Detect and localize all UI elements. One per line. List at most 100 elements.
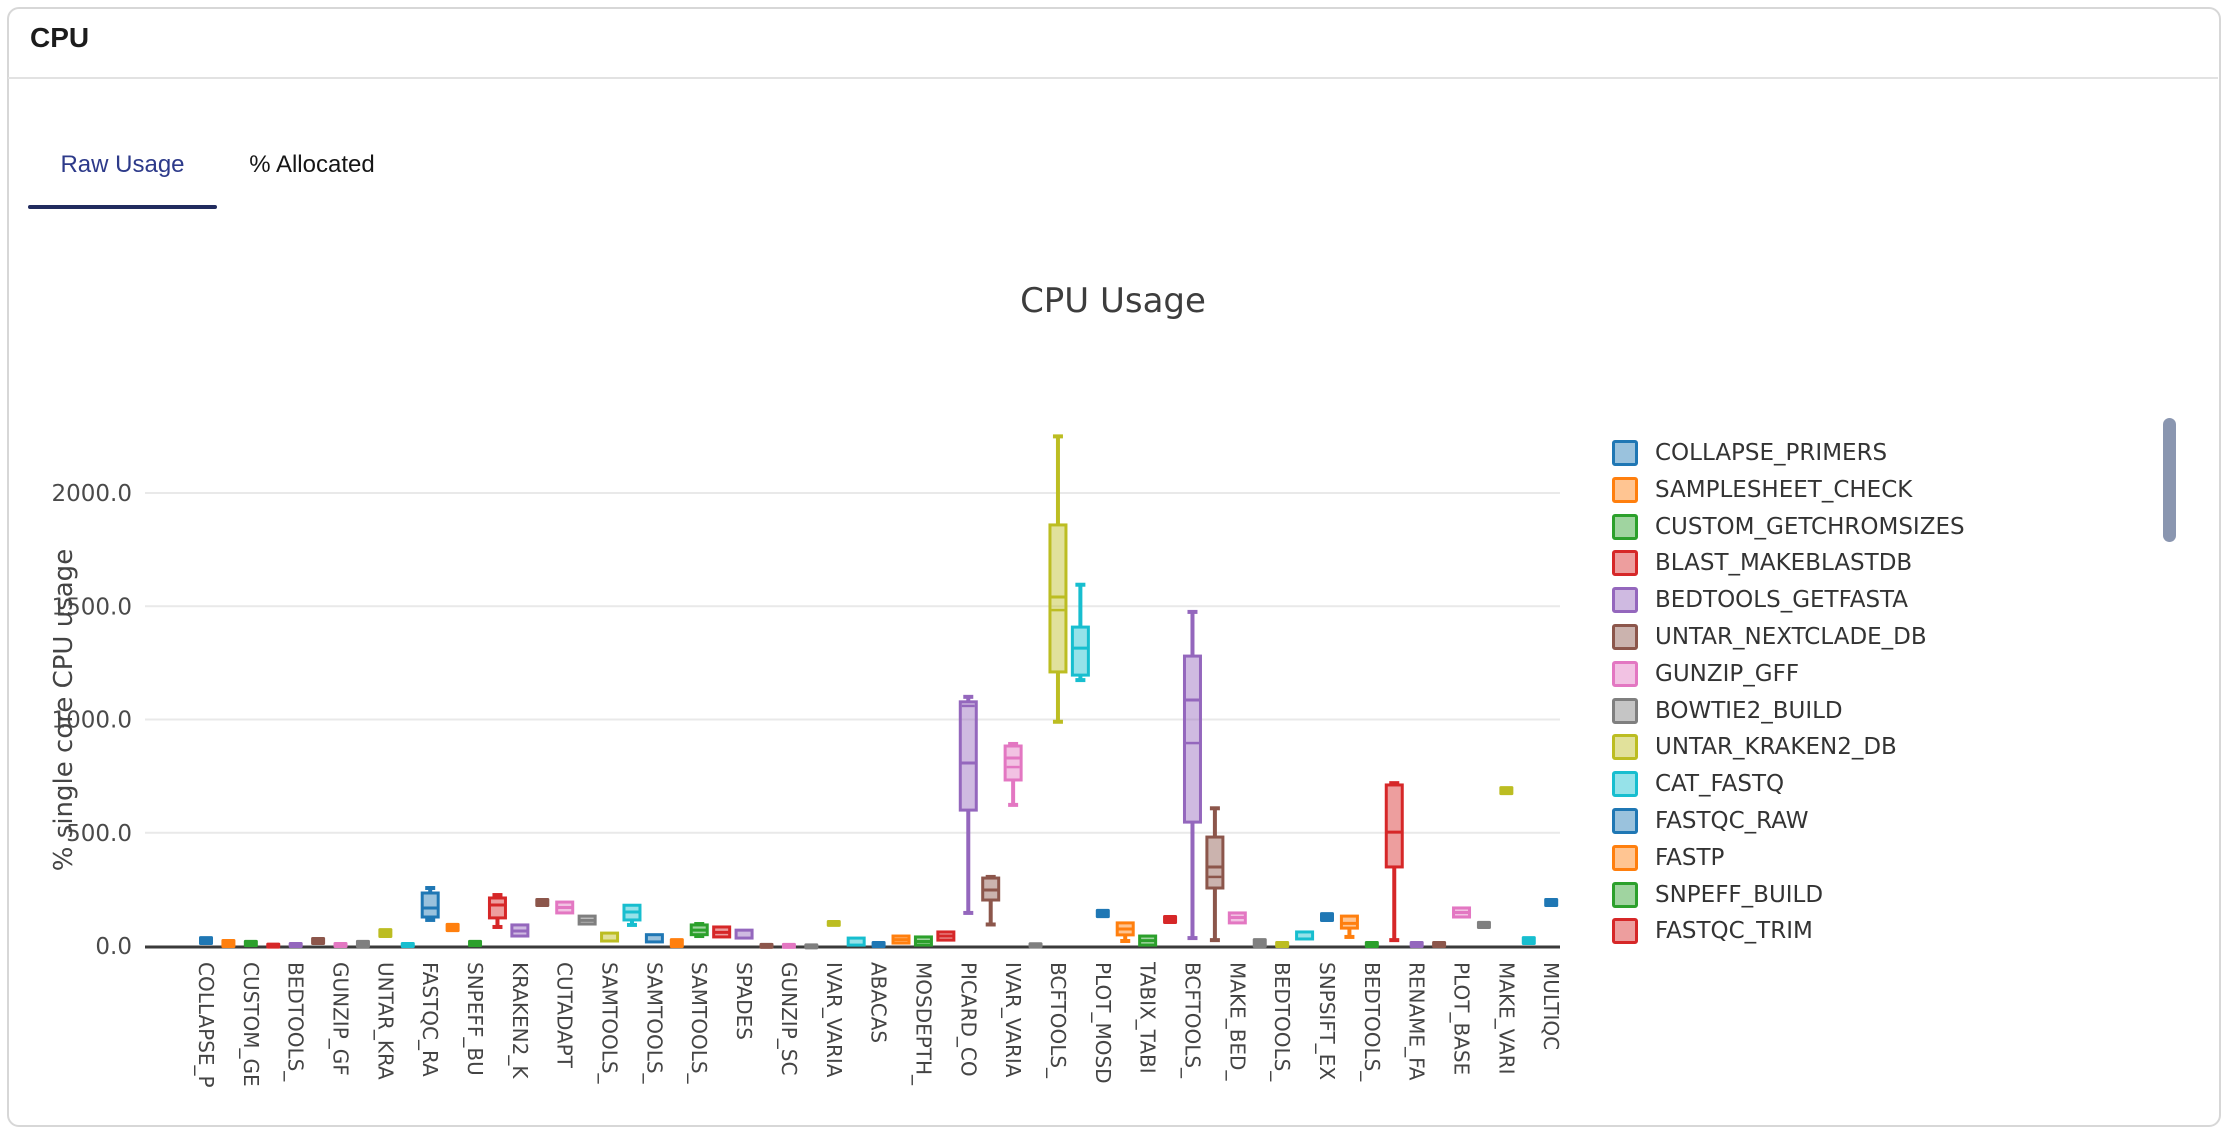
box-red bbox=[1384, 781, 1404, 943]
tab-raw-usage[interactable]: Raw Usage bbox=[60, 151, 185, 178]
box-orange bbox=[669, 938, 684, 948]
legend-label: FASTQC_RAW bbox=[1655, 807, 1809, 834]
x-tick-label: COLLAPSE_P bbox=[194, 962, 218, 1088]
legend: COLLAPSE_PRIMERS SAMPLESHEET_CHECK CUSTOM_… bbox=[1612, 440, 1965, 955]
legend-label: UNTAR_NEXTCLADE_DB bbox=[1655, 623, 1927, 650]
legend-swatch bbox=[1612, 513, 1638, 540]
legend-item[interactable]: GUNZIP_GFF bbox=[1612, 660, 1965, 687]
x-tick-label: PLOT_BASE bbox=[1450, 962, 1474, 1075]
legend-item[interactable]: SNPEFF_BUILD bbox=[1612, 881, 1965, 908]
legend-label: SAMPLESHEET_CHECK bbox=[1655, 476, 1913, 503]
box-blue bbox=[644, 933, 664, 944]
box-blue bbox=[199, 936, 213, 946]
legend-swatch bbox=[1612, 697, 1638, 724]
box-pink bbox=[555, 900, 575, 915]
box-blue bbox=[1544, 898, 1559, 908]
box-purple bbox=[510, 923, 530, 938]
box-purple bbox=[288, 941, 303, 948]
x-tick-label: FASTQC_RA bbox=[418, 962, 442, 1077]
legend-swatch bbox=[1612, 440, 1638, 466]
box-olive bbox=[826, 919, 841, 927]
x-tick-label: IVAR_VARIA bbox=[822, 962, 846, 1078]
x-tick-label: MAKE_BED_ bbox=[1225, 962, 1249, 1081]
legend-label: BOWTIE2_BUILD bbox=[1655, 697, 1843, 724]
box-cyan bbox=[622, 903, 642, 927]
box-cyan bbox=[846, 936, 866, 947]
box-pink bbox=[1003, 741, 1023, 807]
x-tick-label: SNPSIFT_EX bbox=[1315, 962, 1339, 1080]
x-tick-label: KRAKEN2_K bbox=[508, 962, 532, 1079]
x-tick-label: SAMTOOLS_ bbox=[598, 962, 622, 1085]
x-tick-label: PICARD_CO bbox=[956, 962, 980, 1077]
legend-swatch bbox=[1612, 623, 1638, 650]
box-purple bbox=[1182, 609, 1202, 941]
legend-label: GUNZIP_GFF bbox=[1655, 660, 1800, 687]
y-tick-label: 1500.0 bbox=[52, 594, 132, 620]
box-purple bbox=[734, 928, 754, 940]
box-orange bbox=[891, 934, 911, 945]
box-brown bbox=[311, 936, 326, 946]
x-tick-label: MAKE_VARI bbox=[1494, 962, 1518, 1075]
legend-label: UNTAR_KRAKEN2_DB bbox=[1655, 734, 1897, 761]
legend-label: FASTP bbox=[1655, 844, 1725, 871]
legend-item[interactable]: UNTAR_NEXTCLADE_DB bbox=[1612, 623, 1965, 650]
legend-item[interactable]: BLAST_MAKEBLASTDB bbox=[1612, 550, 1965, 577]
box-purple bbox=[958, 694, 978, 915]
box-pink bbox=[781, 942, 796, 949]
box-gray bbox=[1476, 920, 1491, 929]
tab-percent-allocated[interactable]: % Allocated bbox=[249, 151, 375, 178]
box-orange bbox=[445, 922, 460, 933]
legend-swatch bbox=[1612, 918, 1638, 945]
y-tick-label: 0.0 bbox=[95, 934, 132, 960]
box-red bbox=[487, 893, 507, 929]
box-cyan bbox=[400, 941, 415, 948]
box-green bbox=[689, 922, 709, 939]
box-green bbox=[1138, 934, 1158, 947]
box-olive bbox=[1275, 941, 1290, 948]
y-tick-label: 2000.0 bbox=[52, 481, 132, 507]
x-tick-label: MULTIQC bbox=[1539, 962, 1563, 1050]
box-red bbox=[266, 942, 281, 949]
chart-title: CPU Usage bbox=[1020, 281, 1206, 321]
legend-item[interactable]: SAMPLESHEET_CHECK bbox=[1612, 476, 1965, 503]
legend-swatch bbox=[1612, 476, 1638, 503]
x-tick-label: PLOT_MOSD bbox=[1091, 962, 1115, 1084]
box-green bbox=[468, 939, 483, 948]
box-gray bbox=[577, 914, 597, 926]
box-gray bbox=[1252, 938, 1267, 948]
legend-swatch bbox=[1612, 660, 1638, 687]
legend-item[interactable]: FASTQC_RAW bbox=[1612, 807, 1965, 834]
legend-item[interactable]: FASTQC_TRIM bbox=[1612, 918, 1965, 945]
legend-swatch bbox=[1612, 734, 1638, 761]
x-tick-label: TABIX_TABI bbox=[1136, 961, 1160, 1074]
x-tick-label: BEDTOOLS_ bbox=[1270, 962, 1294, 1082]
box-orange bbox=[221, 939, 236, 948]
box-brown bbox=[1205, 806, 1225, 943]
active-tab-underline bbox=[28, 205, 217, 209]
box-pink bbox=[1452, 906, 1472, 919]
legend-label: CAT_FASTQ bbox=[1655, 771, 1785, 798]
box-olive bbox=[1499, 786, 1514, 796]
legend-swatch bbox=[1612, 881, 1638, 908]
legend-item[interactable]: COLLAPSE_PRIMERS bbox=[1612, 440, 1965, 466]
legend-swatch bbox=[1612, 771, 1638, 798]
legend-item[interactable]: BOWTIE2_BUILD bbox=[1612, 697, 1965, 724]
box-cyan bbox=[1070, 582, 1090, 683]
legend-item[interactable]: FASTP bbox=[1612, 844, 1965, 871]
box-green bbox=[913, 935, 933, 947]
y-tick-label: 500.0 bbox=[66, 821, 132, 847]
box-red bbox=[712, 925, 732, 939]
legend-item[interactable]: CAT_FASTQ bbox=[1612, 771, 1965, 798]
cpu-card bbox=[7, 7, 2221, 1127]
x-tick-label: BEDTOOLS_ bbox=[1360, 962, 1384, 1082]
box-orange bbox=[1339, 914, 1359, 939]
box-blue bbox=[871, 941, 886, 948]
legend-label: FASTQC_TRIM bbox=[1655, 918, 1813, 945]
x-tick-label: UNTAR_KRA bbox=[373, 962, 397, 1080]
legend-scrollbar-thumb[interactable] bbox=[2163, 418, 2176, 542]
legend-label: BEDTOOLS_GETFASTA bbox=[1655, 587, 1909, 614]
legend-item[interactable]: CUSTOM_GETCHROMSIZES bbox=[1612, 513, 1965, 540]
box-olive bbox=[378, 928, 393, 939]
legend-item[interactable]: BEDTOOLS_GETFASTA bbox=[1612, 587, 1965, 614]
legend-item[interactable]: UNTAR_KRAKEN2_DB bbox=[1612, 734, 1965, 761]
